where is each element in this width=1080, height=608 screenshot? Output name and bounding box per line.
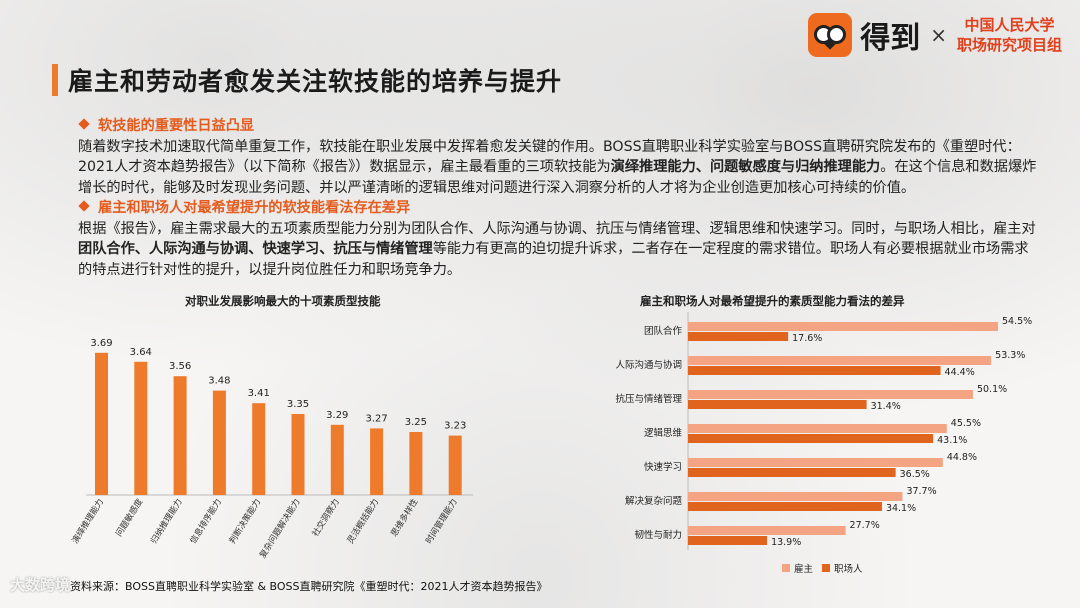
page-title: 雇主和劳动者愈发关注软技能的培养与提升 <box>68 67 563 96</box>
chart2-value-label: 17.6% <box>792 333 822 344</box>
chart2-value-label: 45.5% <box>951 418 981 429</box>
chart2-bar-worker <box>688 502 882 511</box>
chart1-bar <box>448 435 462 495</box>
watermark: 大数跨境 <box>10 576 71 594</box>
chart2-bar-employer <box>688 492 903 501</box>
chart2-value-label: 44.4% <box>945 367 975 378</box>
chart2-bar-worker <box>688 366 941 375</box>
chart2-category-label: 解决复杂问题 <box>625 495 683 507</box>
brand-partner-line1: 中国人民大学 <box>964 16 1055 34</box>
chart1-value-label: 3.41 <box>248 388 270 399</box>
chart2-horizontal-bar: 团队合作 54.5% 17.6% 人际沟通与协调 53.3% 44.4% 抗压与情绪管理 50… <box>615 312 1032 575</box>
chart2-category-label: 逻辑思维 <box>644 427 683 439</box>
chart1-value-label: 3.23 <box>444 421 466 432</box>
chart1-bar <box>330 424 344 495</box>
brand-separator: × <box>930 23 947 47</box>
chart1-bar <box>409 432 423 495</box>
chart1-category-label: 信息排序能力 <box>188 497 224 546</box>
chart2-value-label: 50.1% <box>977 384 1007 395</box>
chart2-value-label: 31.4% <box>871 401 901 412</box>
chart1-title: 对职业发展影响最大的十项素质型技能 <box>185 294 381 308</box>
chart2-value-label: 54.5% <box>1002 316 1032 327</box>
chart2-value-label: 27.7% <box>850 520 880 531</box>
chart2-bar-employer <box>688 526 846 535</box>
chart1-value-label: 3.69 <box>90 338 112 349</box>
title-accent-bar <box>52 64 58 96</box>
chart1-bar <box>252 403 266 495</box>
chart1-category-label: 社交洞察力 <box>310 497 342 539</box>
brand-name: 得到 <box>860 21 921 56</box>
chart1-category-label: 问题敏感度 <box>113 496 145 538</box>
section2-heading: 雇主和职场人对最希望提升的软技能看法存在差异 <box>78 198 1038 219</box>
chart2-bar-employer <box>688 390 973 399</box>
chart1-bar <box>212 390 226 495</box>
chart2-bar-employer <box>688 458 943 467</box>
chart1-bar <box>291 414 305 495</box>
chart2-value-label: 34.1% <box>886 503 916 514</box>
chart2-legend-swatch <box>822 564 830 572</box>
chart2-value-label: 13.9% <box>771 537 801 548</box>
chart2-bar-employer <box>688 322 998 331</box>
chart2-legend-label: 职场人 <box>834 564 863 575</box>
chart2-title: 雇主和职场人对最希望提升的素质型能力看法的差异 <box>640 294 905 308</box>
chart1-bar <box>134 361 148 495</box>
chart1-bar <box>173 376 187 495</box>
chart2-category-label: 抗压与情绪管理 <box>615 393 682 405</box>
chart2-legend-swatch <box>782 564 790 572</box>
chart1-value-label: 3.35 <box>287 399 309 410</box>
chart1-bar <box>95 352 108 495</box>
chart1-value-label: 3.25 <box>405 417 427 428</box>
section1-paragraph: 随着数字技术加速取代简单重复工作，软技能在职业发展中发挥着愈发关键的作用。BOS… <box>78 138 1037 196</box>
chart2-bar-worker <box>688 468 896 477</box>
chart2-bar-worker <box>688 536 768 545</box>
chart2-value-label: 36.5% <box>900 469 930 480</box>
chart2-category-label: 团队合作 <box>644 325 683 337</box>
brand-partner: 中国人民大学 职场研究项目组 <box>957 15 1062 55</box>
chart1-category-label: 归纳推理能力 <box>148 497 184 546</box>
owl-logo-icon <box>808 13 853 57</box>
chart1-category-label: 思维多样性 <box>389 496 421 538</box>
chart1-value-label: 3.64 <box>130 347 152 358</box>
chart1-bar <box>370 428 384 495</box>
chart1-category-label: 时间管理能力 <box>423 497 459 546</box>
chart1-category-label: 演绎推理能力 <box>70 497 106 546</box>
chart1-vertical-bar: 3.69 演绎推理能力 3.64 问题敏感度 3.56 归纳推理能力 3.48 信息排序能力 3… <box>70 338 473 561</box>
chart2-value-label: 43.1% <box>937 435 967 446</box>
chart2-bar-worker <box>688 332 789 341</box>
section2-paragraph: 根据《报告》，雇主需求最大的五项素质型能力分别为团队合作、人际沟通与协调、抗压与… <box>78 220 1036 278</box>
brand-header: 得到 × 中国人民大学 职场研究项目组 <box>808 10 1062 60</box>
chart2-bar-employer <box>688 424 947 433</box>
chart2-category-label: 人际沟通与协调 <box>615 359 682 371</box>
chart1-value-label: 3.29 <box>326 410 348 421</box>
diamond-bullet-icon <box>78 118 90 130</box>
chart2-bar-worker <box>688 434 934 443</box>
chart2-bar-worker <box>688 400 867 409</box>
chart1-value-label: 3.56 <box>169 361 191 372</box>
chart2-value-label: 37.7% <box>906 486 936 497</box>
chart2-category-label: 快速学习 <box>644 461 682 473</box>
chart1-category-label: 灵活概括能力 <box>345 497 381 546</box>
chart1-category-label: 判断决策能力 <box>227 497 263 546</box>
chart2-category-label: 韧性与耐力 <box>634 529 682 541</box>
chart1-value-label: 3.48 <box>208 376 230 387</box>
source-footer: 资料来源：BOSS直聘职业科学实验室 & BOSS直聘研究院《重塑时代：2021… <box>70 580 548 593</box>
brand-partner-line2: 职场研究项目组 <box>956 36 1062 54</box>
chart2-bar-employer <box>688 356 992 365</box>
chart1-value-label: 3.27 <box>365 413 387 424</box>
chart2-value-label: 53.3% <box>995 350 1025 361</box>
chart2-legend-label: 雇主 <box>794 563 813 575</box>
chart2-value-label: 44.8% <box>947 452 977 463</box>
section1-heading: 软技能的重要性日益凸显 <box>78 116 1038 137</box>
body-text: 软技能的重要性日益凸显 随着数字技术加速取代简单重复工作，软技能在职业发展中发挥… <box>78 116 1038 280</box>
chart1-category-label: 复杂问题解决能力 <box>257 497 302 561</box>
diamond-bullet-icon <box>78 200 90 212</box>
